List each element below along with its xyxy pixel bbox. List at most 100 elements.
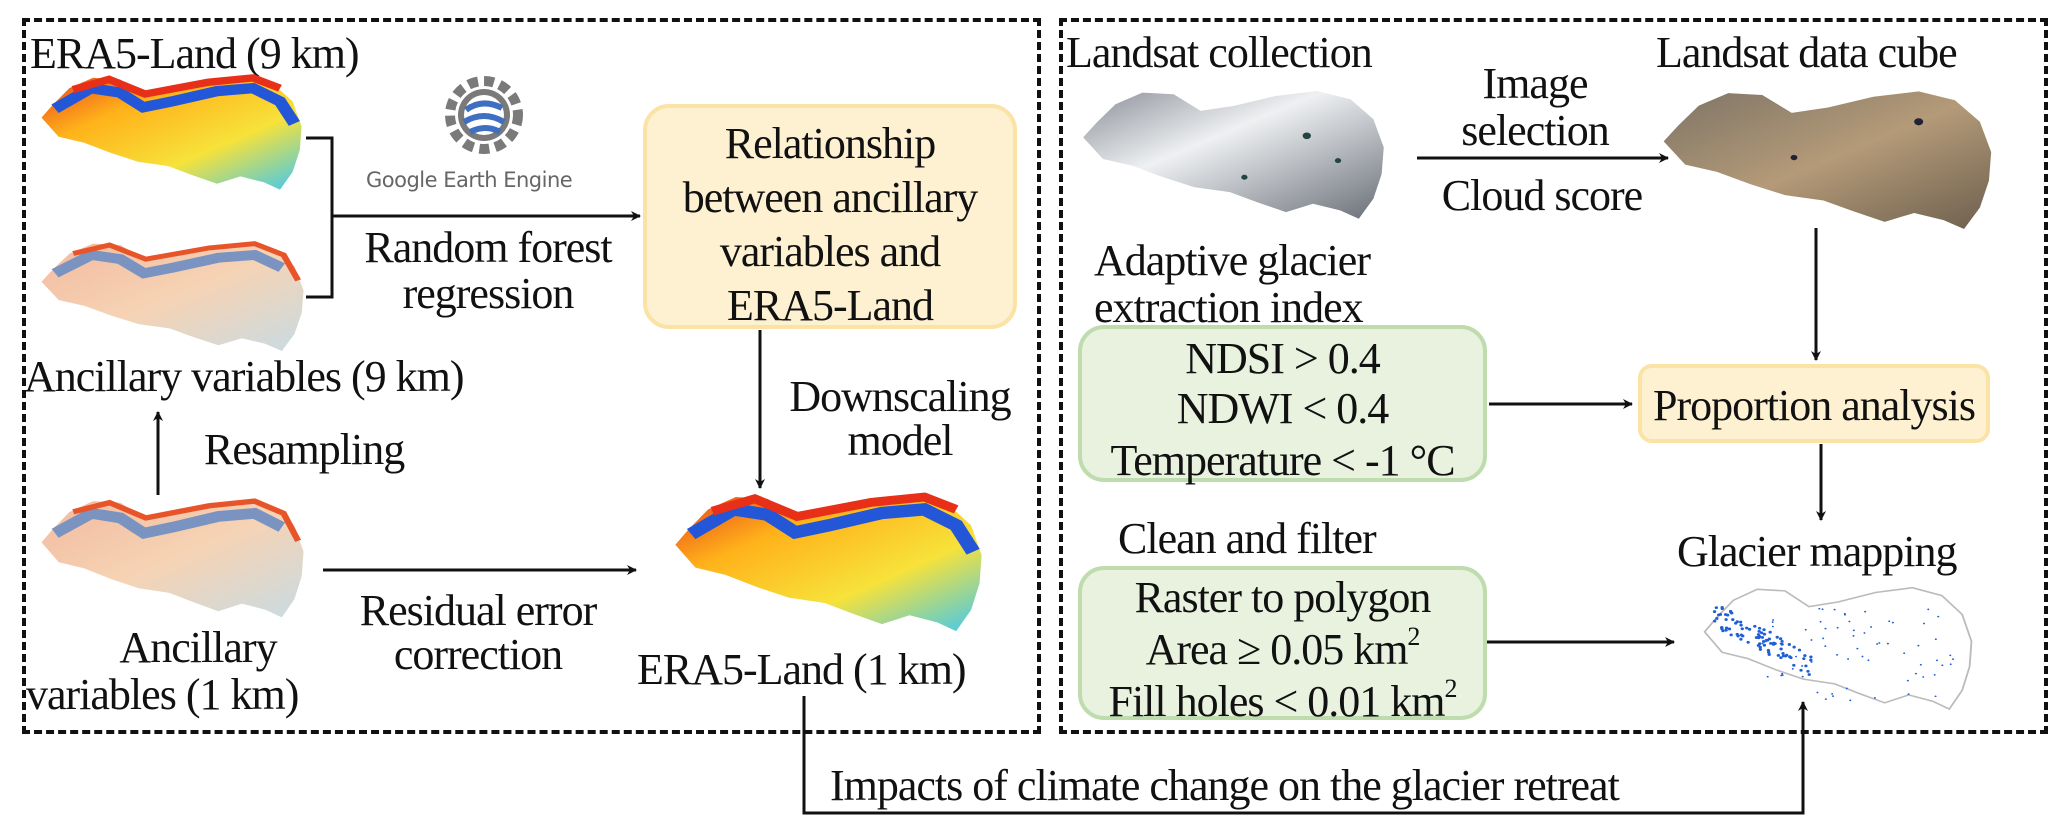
glacier-dot: [1886, 642, 1889, 645]
glacier-dot: [1941, 664, 1944, 667]
glacier-dot: [1795, 655, 1798, 658]
glacier-dot: [1949, 654, 1952, 657]
glacier-dot: [1776, 653, 1781, 657]
glacier-dot: [1764, 639, 1767, 641]
glacier-dot: [1780, 639, 1784, 643]
image-selection-line2: selection: [1461, 106, 1609, 155]
glacier-dot: [1806, 669, 1810, 673]
glacier-dot: [1753, 624, 1757, 628]
glacier-dot: [1934, 638, 1937, 641]
index-label-line1: Adaptive glacier: [1094, 236, 1371, 285]
relationship-line: between ancillary: [682, 173, 979, 222]
landsat-collection-image: [1083, 90, 1384, 219]
image-selection-line1: Image: [1482, 59, 1589, 108]
glacier-dot: [1772, 619, 1775, 621]
glacier-dot: [1735, 620, 1739, 624]
glacier-dot: [1771, 621, 1774, 623]
glacier-dot: [1836, 654, 1839, 656]
glacier-dot: [1903, 652, 1906, 655]
glacier-dot: [1758, 648, 1763, 651]
gee-logo-text: Google Earth Engine: [366, 168, 573, 192]
glacier-dot: [1771, 642, 1776, 646]
glacier-dot: [1919, 663, 1922, 666]
glacier-dot: [1845, 687, 1848, 690]
glacier-dot: [1746, 640, 1750, 644]
glacier-dot: [1779, 642, 1782, 645]
landsat-cube-label: Landsat data cube: [1656, 28, 1958, 77]
superscript: 2: [1407, 622, 1420, 651]
glacier-dot: [1861, 655, 1864, 658]
ndsi-rule: NDSI > 0.4: [1185, 334, 1380, 383]
glacier-dot: [1785, 653, 1789, 657]
glacier-dot: [1715, 617, 1719, 620]
glacier-dot: [1927, 608, 1930, 611]
glacier-dot: [1767, 653, 1771, 656]
ancillary-1km-line1: Ancillary: [119, 623, 277, 672]
glacier-dot: [1761, 640, 1766, 643]
fill-holes-rule: Fill holes < 0.01 km2: [1108, 676, 1457, 726]
glacier-dot: [1951, 658, 1955, 661]
ancillary-1km-map: [41, 498, 304, 618]
raster-rule: Raster to polygon: [1134, 573, 1432, 622]
glacier-dot: [1792, 645, 1796, 649]
index-label-line2: extraction index: [1094, 283, 1364, 332]
glacier-dot: [1765, 638, 1770, 642]
glacier-dot: [1847, 658, 1850, 660]
landsat-data-cube-image: [1663, 91, 1992, 230]
era5-9km-label: ERA5-Land (9 km): [30, 29, 360, 78]
impacts-label: Impacts of climate change on the glacier…: [830, 761, 1620, 810]
downscaling-label-line2: model: [847, 416, 954, 465]
era5-1km-label: ERA5-Land (1 km): [637, 645, 967, 694]
glacier-dot: [1818, 607, 1821, 610]
glacier-dot: [1720, 607, 1724, 611]
glacier-dot: [1764, 640, 1767, 643]
glacier-dot: [1852, 629, 1855, 632]
landsat-collection-label: Landsat collection: [1066, 28, 1373, 77]
glacier-dot: [1831, 693, 1834, 695]
glacier-dot: [1797, 648, 1802, 652]
ndwi-rule: NDWI < 0.4: [1176, 384, 1390, 433]
glacier-dot: [1768, 630, 1772, 634]
glacier-dot: [1735, 632, 1739, 636]
glacier-dot: [1787, 643, 1791, 646]
glacier-dot: [1810, 661, 1813, 663]
glacier-dot: [1888, 620, 1891, 623]
temperature-rule: Temperature < -1 °C: [1110, 436, 1455, 485]
glacier-dot: [1779, 656, 1783, 660]
glacier-dot: [1867, 659, 1870, 662]
glacier-dot: [1740, 627, 1744, 631]
glacier-dot: [1771, 625, 1774, 628]
rf-label-line1: Random forest: [364, 223, 612, 272]
glacier-dot: [1849, 699, 1852, 702]
glacier-dot: [1934, 695, 1937, 698]
glacier-dot: [1816, 691, 1819, 694]
glacier-dot: [1833, 608, 1836, 611]
glacier-dot: [1757, 629, 1761, 633]
glacier-dot: [1870, 626, 1873, 628]
glacier-dot: [1792, 663, 1796, 667]
relationship-line: Relationship: [724, 119, 936, 168]
superscript: 2: [1444, 674, 1458, 703]
rf-label-line2: regression: [402, 269, 575, 318]
relationship-box: Relationship between ancillary variables…: [643, 104, 1017, 329]
glacier-dot: [1848, 620, 1851, 623]
glacier-dot: [1809, 655, 1813, 659]
residual-label-line2: correction: [393, 630, 563, 679]
glacier-dot: [1724, 628, 1728, 632]
glacier-dot: [1891, 621, 1894, 624]
glacier-dot: [1788, 655, 1792, 659]
glacier-dot: [1844, 613, 1847, 616]
downscaling-panel: [22, 18, 1041, 734]
glacier-dot: [1724, 626, 1729, 630]
glacier-dot: [1824, 645, 1827, 647]
glacier-dot: [1936, 659, 1939, 662]
glacier-dot: [1907, 693, 1910, 695]
fill-holes-text: Fill holes < 0.01 km: [1108, 677, 1445, 726]
glacier-dot: [1731, 618, 1735, 622]
glacier-dot: [1758, 645, 1762, 649]
glacier-dot: [1761, 642, 1764, 645]
glacier-dot: [1801, 675, 1804, 678]
glacier-dot: [1781, 672, 1784, 675]
glacier-dot: [1762, 632, 1767, 636]
